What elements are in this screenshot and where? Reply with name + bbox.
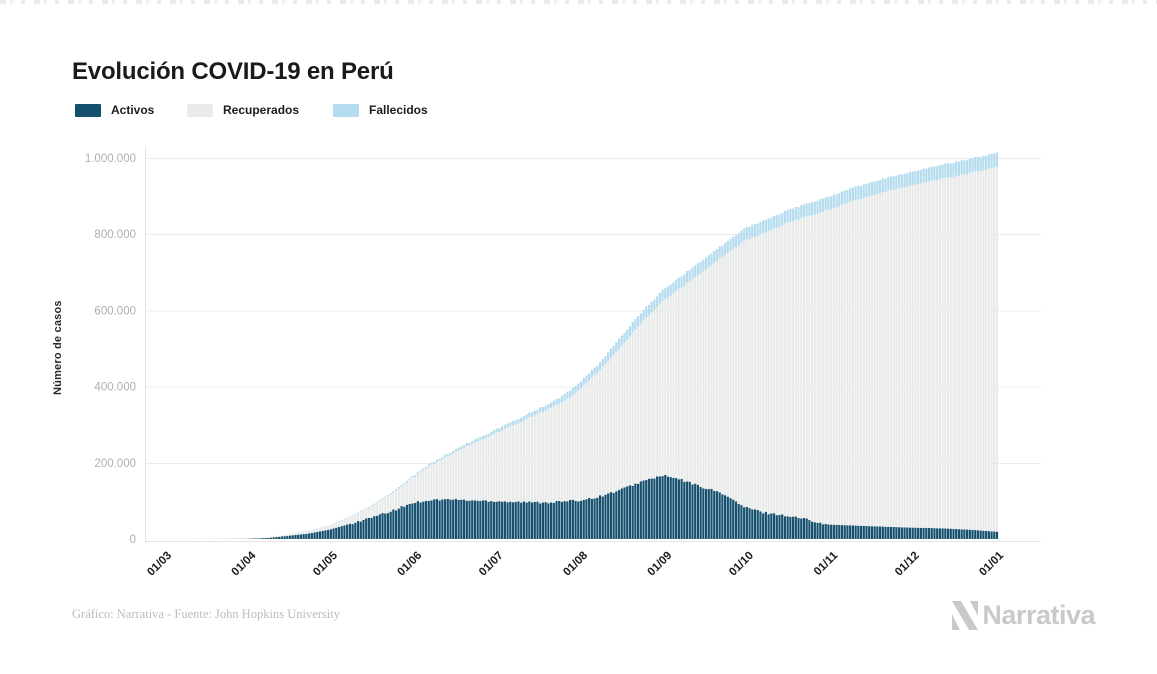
svg-text:01/01: 01/01: [977, 549, 1006, 578]
narrativa-logo-text: Narrativa: [982, 600, 1095, 630]
legend-label-activos: Activos: [111, 103, 155, 117]
svg-text:01/07: 01/07: [477, 550, 506, 579]
svg-text:400.000: 400.000: [94, 382, 136, 394]
svg-text:800.000: 800.000: [94, 229, 136, 241]
svg-text:01/11: 01/11: [812, 549, 841, 578]
source-credit: Gráfico: Narrativa - Fuente: John Hopkin…: [72, 607, 340, 621]
svg-text:01/04: 01/04: [230, 549, 259, 578]
y-tick-labels: 0 200.000 400.000 600.000 800.000 1.000.000: [85, 153, 136, 546]
legend-swatch-fallecidos: [333, 103, 359, 117]
svg-text:01/12: 01/12: [893, 550, 922, 579]
svg-text:1.000.000: 1.000.000: [85, 153, 136, 165]
svg-text:0: 0: [130, 534, 136, 546]
svg-text:01/10: 01/10: [727, 550, 756, 579]
legend-label-recuperados: Recuperados: [223, 103, 300, 117]
series-recuperados: [193, 166, 999, 539]
legend-label-fallecidos: Fallecidos: [369, 103, 428, 117]
svg-text:200.000: 200.000: [94, 458, 136, 470]
svg-text:01/03: 01/03: [145, 550, 174, 579]
series-fallecidos: [193, 152, 999, 539]
svg-text:01/06: 01/06: [395, 550, 424, 579]
x-tick-labels: 01/03 01/04 01/05 01/06 01/07 01/08 01/09 01/10…: [145, 549, 1006, 578]
svg-text:01/05: 01/05: [311, 549, 340, 578]
legend-swatch-recuperados: [187, 103, 213, 117]
svg-text:01/09: 01/09: [646, 550, 675, 579]
page-title: Evolución COVID-19 en Perú: [72, 58, 394, 86]
top-edge-artifact: [0, 0, 1157, 4]
legend-swatch-activos: [75, 103, 101, 117]
chart-legend: Activos Recuperados Fallecidos: [75, 103, 675, 119]
narrativa-logo: Narrativa: [952, 600, 1095, 631]
legend-item-fallecidos: Fallecidos: [333, 103, 428, 117]
svg-text:01/08: 01/08: [561, 549, 590, 578]
legend-item-recuperados: Recuperados: [187, 103, 299, 117]
legend-item-activos: Activos: [75, 103, 154, 117]
svg-text:600.000: 600.000: [94, 305, 136, 317]
narrativa-logo-icon: [952, 601, 979, 630]
series-activos: [166, 474, 999, 539]
